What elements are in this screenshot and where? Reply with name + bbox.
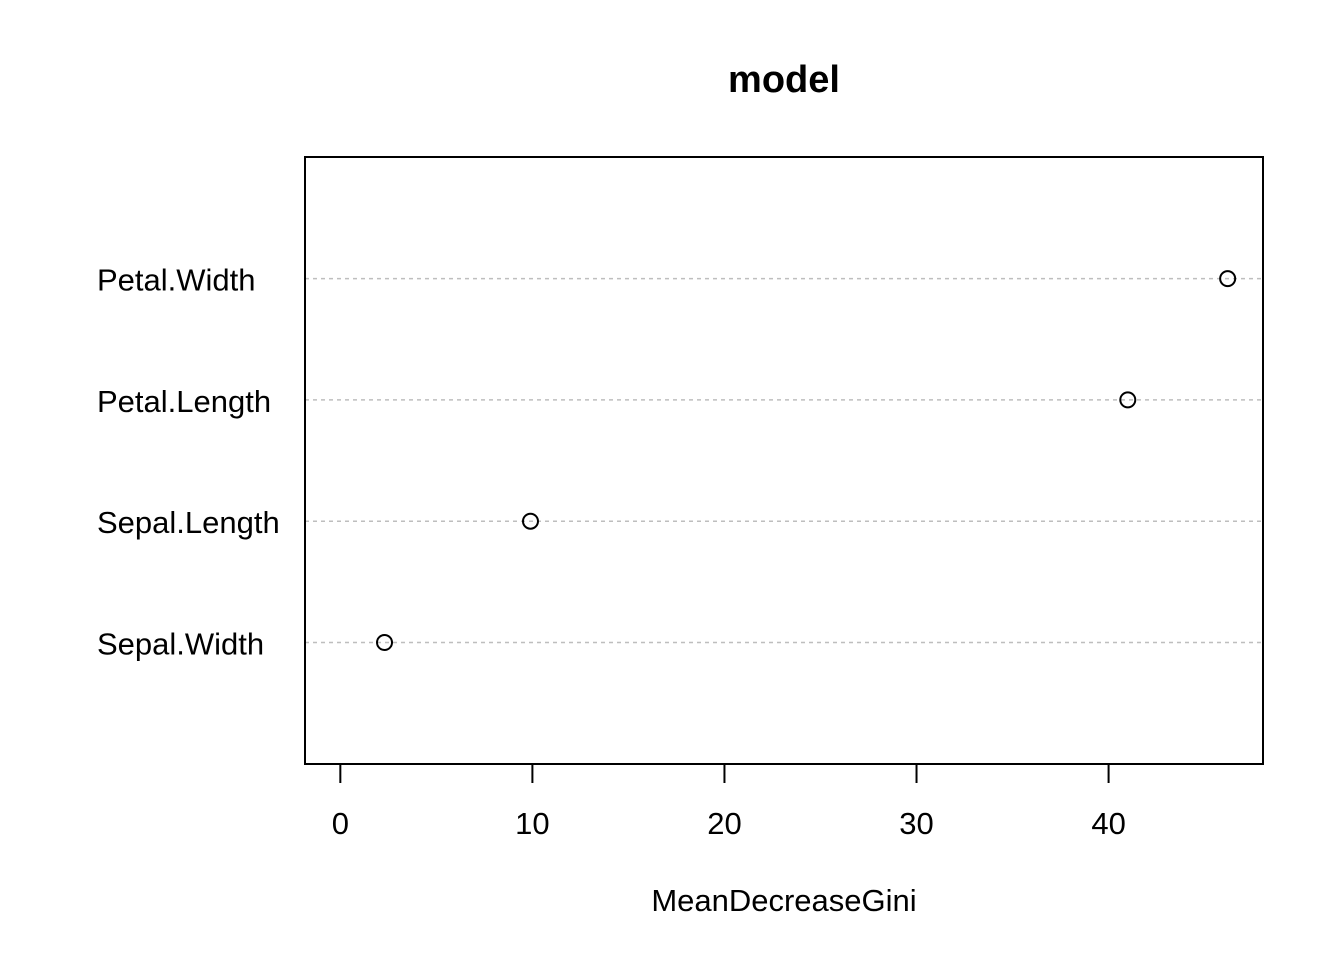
x-tick-label: 40 [1091, 806, 1125, 841]
guide-lines [305, 277, 1263, 644]
category-labels: Sepal.Width Sepal.Length Petal.Length Petal… [97, 263, 280, 662]
data-point [1219, 270, 1237, 288]
x-axis: 0 10 20 30 40 [332, 763, 1126, 841]
x-tick-label: 30 [899, 806, 933, 841]
data-point [521, 512, 539, 530]
category-label: Petal.Width [97, 263, 256, 298]
category-label: Sepal.Length [97, 505, 280, 540]
x-axis-label: MeanDecreaseGini [651, 883, 916, 918]
x-tick-label: 0 [332, 806, 349, 841]
x-tick-label: 20 [707, 806, 741, 841]
data-point [376, 634, 394, 651]
category-label: Sepal.Width [97, 627, 264, 662]
data-points [376, 270, 1237, 651]
data-point [1119, 391, 1137, 409]
x-tick-label: 10 [515, 806, 549, 841]
category-label: Petal.Length [97, 384, 271, 419]
plot-frame [304, 156, 1264, 765]
chart-title: model [728, 59, 840, 101]
